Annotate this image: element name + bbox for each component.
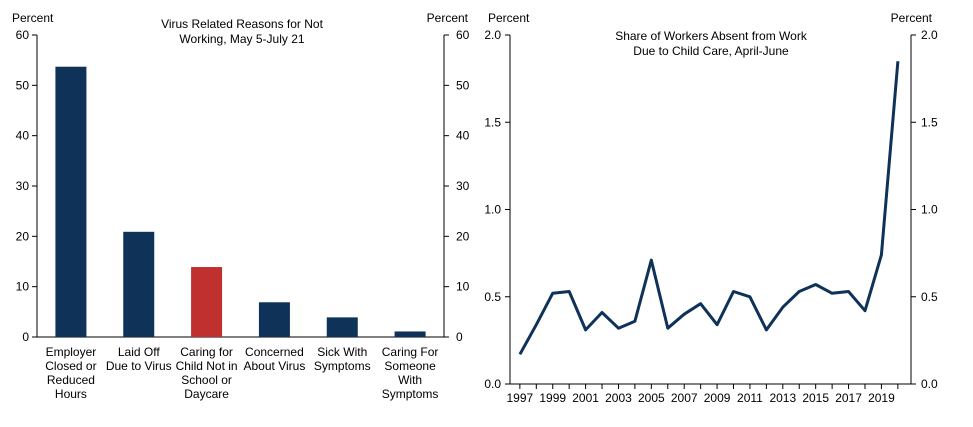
right-x-tick-label: 2011 [737,391,763,405]
left-chart-y-ticks: 0 0 10 10 20 20 30 30 40 40 50 50 60 60 [16,28,470,344]
right-x-tick-label: 1997 [507,391,534,405]
right-x-tick-label: 2019 [868,391,895,405]
right-x-tick-label: 2005 [638,391,665,405]
left-y-tick-label-left: 40 [16,129,30,143]
right-x-tick-label: 2001 [572,391,599,405]
left-y-tick-label-right: 0 [456,330,463,344]
left-y-tick-label-right: 20 [456,229,470,243]
bar [326,317,358,337]
right-y-tick-label-left: 2.0 [484,28,501,42]
right-x-tick-label: 2017 [835,391,862,405]
left-y-tick-label-left: 10 [16,280,30,294]
category-label: Sick With Symptoms [314,345,371,373]
right-chart-title-line-2: Due to Child Care, April-June [633,44,789,58]
left-chart-title-line-2: Working, May 5-July 21 [179,32,304,46]
right-line-chart: Percent Percent Share of Workers Absent … [484,11,938,405]
bar [191,267,223,337]
left-y-tick-label-left: 30 [16,179,30,193]
right-y-tick-label-right: 0.5 [921,290,938,304]
category-label: Employer Closed or Reduced Hours [45,345,96,401]
left-y-tick-label-right: 10 [456,280,470,294]
left-chart-right-unit-label: Percent [427,11,469,25]
right-chart-x-ticks: 1997 1999 2001 2003 2005 2007 2009 2011 2013 2015… [507,384,899,405]
category-label: Caring For Someone With Symptoms [382,345,439,401]
right-x-tick-label: 2003 [605,391,632,405]
right-x-tick-label: 2015 [802,391,829,405]
right-chart-right-unit-label: Percent [891,11,933,25]
right-x-tick-label: 1999 [539,391,566,405]
right-chart-series-line [518,61,900,356]
bar [123,231,155,337]
category-label: Laid Off Due to Virus [106,345,172,373]
right-chart-title-line-1: Share of Workers Absent from Work [615,29,808,43]
right-chart-y-ticks: 0.0 0.0 0.5 0.5 1.0 1.0 1.5 1.5 2.0 2.0 [484,28,938,391]
left-y-tick-label-left: 50 [16,78,30,92]
right-y-tick-label-right: 1.5 [921,115,938,129]
right-y-tick-label-right: 0.0 [921,377,938,391]
bar [394,331,426,337]
right-y-tick-label-right: 1.0 [921,203,938,217]
right-x-tick-label: 2007 [671,391,698,405]
right-y-tick-label-left: 1.5 [484,115,501,129]
right-x-tick-label: 2009 [704,391,731,405]
left-bar-chart: Percent Percent Virus Related Reasons fo… [12,11,470,401]
left-y-tick-label-right: 30 [456,179,470,193]
right-x-tick-label: 2013 [769,391,796,405]
category-label: Concerned About Virus [244,345,306,373]
right-chart-left-unit-label: Percent [488,11,530,25]
bar [55,66,87,338]
category-label: Caring for Child Not in School or Daycare [176,345,238,401]
left-y-tick-label-right: 50 [456,78,470,92]
right-y-tick-label-left: 1.0 [484,203,501,217]
left-chart-category-labels: Employer Closed or Reduced Hours Laid Off Due… [45,345,438,401]
left-y-tick-label-left: 60 [16,28,30,42]
left-y-tick-label-left: 20 [16,229,30,243]
bar [258,302,290,337]
right-y-tick-label-left: 0.5 [484,290,501,304]
right-y-tick-label-left: 0.0 [484,377,501,391]
left-chart-left-unit-label: Percent [12,11,54,25]
left-y-tick-label-right: 40 [456,129,470,143]
left-y-tick-label-right: 60 [456,28,470,42]
left-chart-title-line-1: Virus Related Reasons for Not [161,17,324,31]
left-chart-bars [55,66,426,338]
right-y-tick-label-right: 2.0 [921,28,938,42]
left-y-tick-label-left: 0 [22,330,29,344]
